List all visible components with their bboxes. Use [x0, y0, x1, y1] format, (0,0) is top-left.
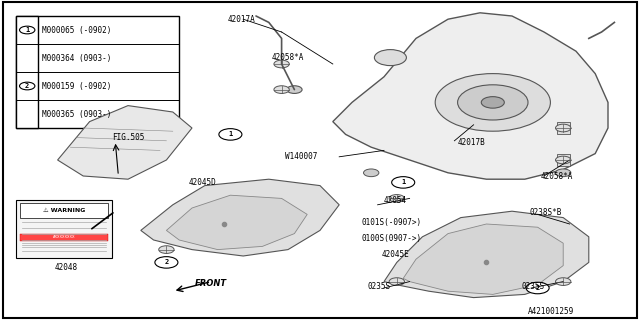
Text: 42058*A: 42058*A [541, 172, 573, 180]
FancyBboxPatch shape [16, 200, 112, 258]
Polygon shape [166, 195, 307, 250]
Text: 42054: 42054 [384, 196, 407, 204]
Polygon shape [384, 211, 589, 298]
Circle shape [481, 97, 504, 108]
Circle shape [364, 169, 379, 177]
Text: M000365 (0903-): M000365 (0903-) [42, 109, 111, 118]
Circle shape [155, 257, 178, 268]
Text: 0235S: 0235S [368, 282, 391, 291]
Circle shape [287, 86, 302, 93]
Circle shape [556, 156, 571, 164]
Circle shape [20, 26, 35, 34]
Circle shape [556, 124, 571, 132]
FancyBboxPatch shape [557, 122, 570, 134]
Text: A421001259: A421001259 [528, 308, 574, 316]
Circle shape [556, 169, 571, 177]
Text: 2: 2 [164, 260, 168, 265]
Circle shape [458, 85, 528, 120]
Text: ⚠ WARNING: ⚠ WARNING [43, 208, 85, 213]
Text: 2: 2 [536, 285, 540, 291]
Polygon shape [58, 106, 192, 179]
Text: M000364 (0903-): M000364 (0903-) [42, 53, 111, 62]
Polygon shape [403, 224, 563, 294]
Text: AXXXXXXXX: AXXXXXXXX [52, 235, 76, 239]
Text: 0235S: 0235S [522, 282, 545, 291]
Circle shape [392, 177, 415, 188]
Circle shape [435, 74, 550, 131]
Circle shape [389, 278, 404, 285]
FancyBboxPatch shape [16, 16, 38, 128]
Circle shape [526, 282, 549, 294]
Text: FIG.505: FIG.505 [112, 133, 145, 142]
Text: 1: 1 [228, 132, 232, 137]
Text: M000159 (-0902): M000159 (-0902) [42, 82, 111, 91]
Text: 42045D: 42045D [189, 178, 216, 187]
Polygon shape [141, 179, 339, 256]
Circle shape [159, 246, 174, 253]
Polygon shape [333, 13, 608, 179]
Text: W140007: W140007 [285, 152, 317, 161]
Circle shape [374, 50, 406, 66]
FancyBboxPatch shape [3, 2, 637, 318]
FancyBboxPatch shape [557, 154, 570, 166]
Circle shape [274, 86, 289, 93]
Text: 42017B: 42017B [458, 138, 485, 147]
Text: 42017A: 42017A [227, 15, 255, 24]
Text: 1: 1 [25, 27, 29, 33]
Text: 42048: 42048 [54, 263, 77, 272]
Text: 42058*A: 42058*A [272, 53, 305, 62]
FancyBboxPatch shape [20, 234, 108, 241]
Text: 42045E: 42045E [382, 250, 410, 259]
Circle shape [219, 129, 242, 140]
Circle shape [389, 195, 404, 202]
Text: 1: 1 [401, 180, 405, 185]
Text: M000065 (-0902): M000065 (-0902) [42, 26, 111, 35]
Text: 2: 2 [25, 83, 29, 89]
FancyBboxPatch shape [16, 16, 179, 128]
Text: FRONT: FRONT [195, 279, 227, 288]
FancyBboxPatch shape [20, 203, 108, 218]
Text: 0238S*B: 0238S*B [530, 208, 563, 217]
Text: 0101S(-0907>): 0101S(-0907>) [362, 218, 422, 227]
Text: 0100S(0907->): 0100S(0907->) [362, 234, 422, 243]
Circle shape [556, 278, 571, 285]
Circle shape [274, 60, 289, 68]
Circle shape [20, 82, 35, 90]
